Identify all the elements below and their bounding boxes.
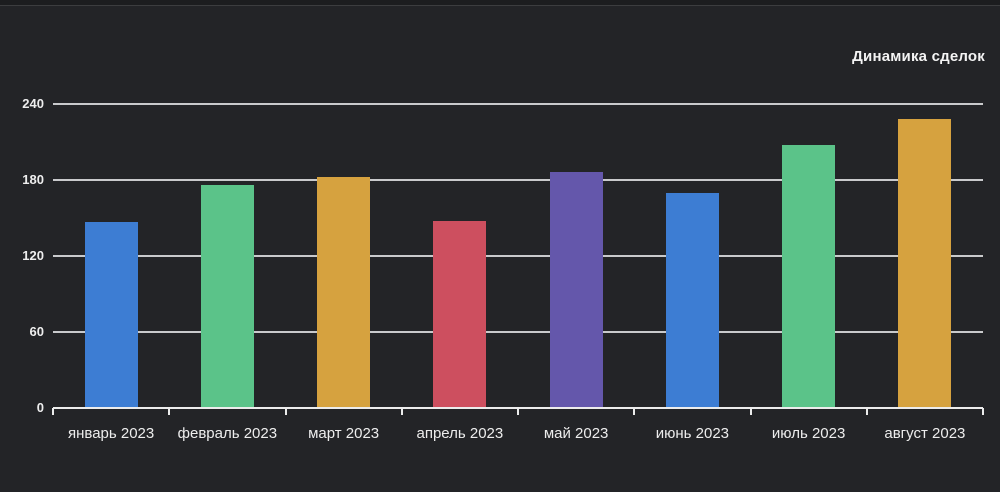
x-axis-tick xyxy=(52,408,54,415)
x-axis-tick xyxy=(168,408,171,415)
y-axis-tick-label: 180 xyxy=(22,172,44,187)
x-axis-tick xyxy=(982,408,984,415)
bar-5[interactable] xyxy=(549,172,603,408)
bar-8[interactable] xyxy=(898,119,952,408)
x-axis-category-label: июнь 2023 xyxy=(655,425,729,442)
x-axis-tick xyxy=(400,408,403,415)
x-axis-tick xyxy=(633,408,636,415)
y-gridline xyxy=(53,103,983,105)
bar-7[interactable] xyxy=(782,144,836,408)
bar-4[interactable] xyxy=(433,220,487,408)
bar-2[interactable] xyxy=(200,185,254,408)
chart-title: Динамика сделок xyxy=(852,48,985,65)
x-axis-category-label: июль 2023 xyxy=(771,425,846,442)
y-axis-tick-label: 120 xyxy=(22,248,44,263)
x-axis-tick xyxy=(284,408,287,415)
y-gridline xyxy=(53,255,983,257)
x-axis-tick xyxy=(517,408,519,415)
x-axis-category-label: май 2023 xyxy=(543,425,609,442)
y-axis-tick-label: 60 xyxy=(29,324,44,339)
y-gridline xyxy=(53,331,983,333)
bar-1[interactable] xyxy=(84,221,138,408)
x-axis-tick xyxy=(749,408,752,415)
y-axis-tick-label: 0 xyxy=(36,400,44,415)
x-axis-category-label: февраль 2023 xyxy=(177,425,278,442)
bar-6[interactable] xyxy=(665,192,719,408)
x-axis-category-label: апрель 2023 xyxy=(416,425,504,442)
y-gridline xyxy=(53,179,983,181)
window-top-strip xyxy=(0,0,1000,6)
bar-3[interactable] xyxy=(317,177,371,408)
x-axis-tick xyxy=(865,408,868,415)
x-axis-category-label: август 2023 xyxy=(884,425,966,442)
y-axis-tick-label: 240 xyxy=(22,96,44,111)
x-axis-category-label: март 2023 xyxy=(308,425,380,442)
x-axis-category-label: январь 2023 xyxy=(68,425,155,442)
